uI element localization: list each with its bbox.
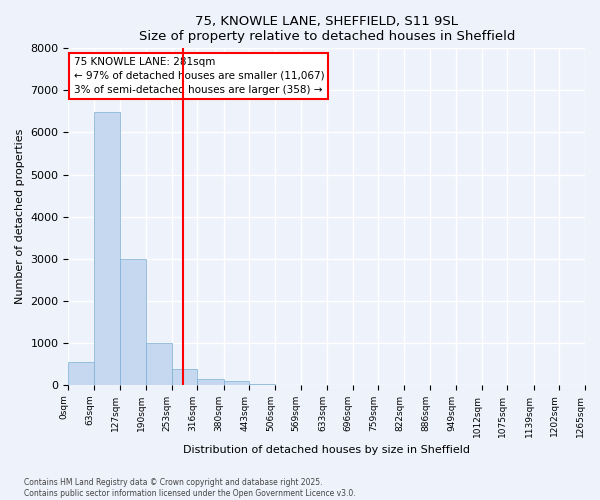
Text: Contains HM Land Registry data © Crown copyright and database right 2025.
Contai: Contains HM Land Registry data © Crown c…: [24, 478, 356, 498]
Bar: [68, 362, 94, 385]
Bar: [172, 369, 197, 385]
X-axis label: Distribution of detached houses by size in Sheffield: Distribution of detached houses by size …: [183, 445, 470, 455]
Bar: [250, 384, 275, 385]
Title: 75, KNOWLE LANE, SHEFFIELD, S11 9SL
Size of property relative to detached houses: 75, KNOWLE LANE, SHEFFIELD, S11 9SL Size…: [139, 15, 515, 43]
Bar: [224, 382, 250, 385]
Bar: [94, 112, 120, 385]
Text: 75 KNOWLE LANE: 281sqm
← 97% of detached houses are smaller (11,067)
3% of semi-: 75 KNOWLE LANE: 281sqm ← 97% of detached…: [74, 56, 324, 94]
Bar: [197, 379, 224, 385]
Bar: [120, 258, 146, 385]
Y-axis label: Number of detached properties: Number of detached properties: [15, 129, 25, 304]
Bar: [146, 343, 172, 385]
